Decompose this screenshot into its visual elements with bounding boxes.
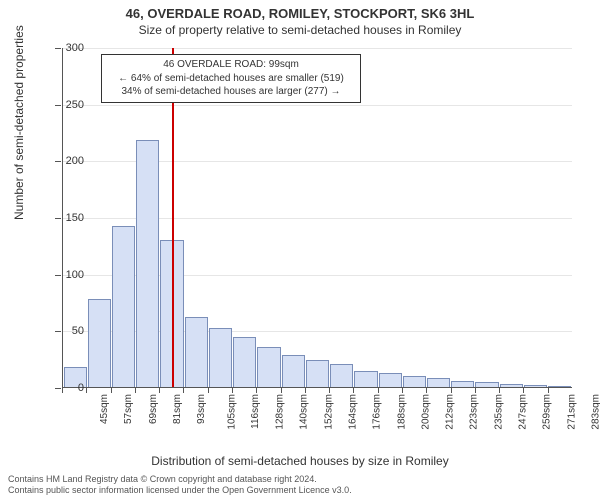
plot-region: 46 OVERDALE ROAD: 99sqm ← 64% of semi-de… (62, 48, 572, 388)
histogram-bar (282, 355, 305, 387)
x-tick-label: 128sqm (275, 394, 286, 430)
x-tick (353, 388, 354, 393)
x-tick (281, 388, 282, 393)
histogram-bar (548, 386, 571, 387)
x-tick-label: 247sqm (518, 394, 529, 430)
x-tick-label: 176sqm (372, 394, 383, 430)
histogram-bar (257, 347, 280, 387)
histogram-bar (451, 381, 474, 387)
y-tick-label: 50 (72, 325, 84, 337)
x-tick (475, 388, 476, 393)
x-tick (159, 388, 160, 393)
y-tick-label: 250 (66, 99, 84, 111)
histogram-bar (233, 337, 256, 387)
annotation-line1: 46 OVERDALE ROAD: 99sqm (108, 58, 354, 72)
y-axis-label: Number of semi-detached properties (12, 25, 26, 220)
annotation-line3: 34% of semi-detached houses are larger (… (108, 85, 354, 99)
histogram-bar (524, 385, 547, 387)
y-tick-label: 200 (66, 155, 84, 167)
y-tick (55, 48, 61, 49)
main-title: 46, OVERDALE ROAD, ROMILEY, STOCKPORT, S… (0, 6, 600, 21)
histogram-bar (379, 373, 402, 387)
x-tick (329, 388, 330, 393)
histogram-bar (88, 299, 111, 387)
x-tick-label: 164sqm (348, 394, 359, 430)
x-tick (86, 388, 87, 393)
y-tick-label: 300 (66, 42, 84, 54)
footer-attribution: Contains HM Land Registry data © Crown c… (8, 474, 352, 496)
annotation-line2: ← 64% of semi-detached houses are smalle… (108, 72, 354, 86)
x-tick-label: 271sqm (566, 394, 577, 430)
histogram-bar (500, 384, 523, 387)
y-tick (55, 218, 61, 219)
x-tick-label: 212sqm (445, 394, 456, 430)
x-tick-label: 81sqm (172, 394, 183, 424)
histogram-bar (403, 376, 426, 387)
x-tick-label: 259sqm (542, 394, 553, 430)
annotation-box: 46 OVERDALE ROAD: 99sqm ← 64% of semi-de… (101, 54, 361, 103)
x-tick-label: 200sqm (420, 394, 431, 430)
x-tick (305, 388, 306, 393)
histogram-chart: 46 OVERDALE ROAD: 99sqm ← 64% of semi-de… (62, 48, 572, 418)
histogram-bar (185, 317, 208, 387)
y-tick (55, 161, 61, 162)
x-tick (256, 388, 257, 393)
y-tick-label: 100 (66, 269, 84, 281)
x-tick (548, 388, 549, 393)
x-tick-label: 235sqm (493, 394, 504, 430)
x-tick-label: 140sqm (299, 394, 310, 430)
y-tick (55, 105, 61, 106)
x-axis-label: Distribution of semi-detached houses by … (0, 454, 600, 468)
subtitle: Size of property relative to semi-detach… (0, 23, 600, 37)
x-tick (402, 388, 403, 393)
x-tick (208, 388, 209, 393)
x-tick-label: 283sqm (590, 394, 600, 430)
footer-line2: Contains public sector information licen… (8, 485, 352, 496)
x-tick (451, 388, 452, 393)
histogram-bar (209, 328, 232, 387)
y-tick (55, 388, 61, 389)
x-tick-label: 45sqm (99, 394, 110, 424)
x-tick (499, 388, 500, 393)
y-tick (55, 331, 61, 332)
x-tick (183, 388, 184, 393)
histogram-bar (306, 360, 329, 387)
x-tick-label: 93sqm (196, 394, 207, 424)
y-tick-label: 0 (78, 382, 84, 394)
histogram-bar (112, 226, 135, 387)
x-tick-label: 152sqm (323, 394, 334, 430)
x-tick (378, 388, 379, 393)
x-tick-label: 188sqm (396, 394, 407, 430)
histogram-bar (330, 364, 353, 387)
y-tick-label: 150 (66, 212, 84, 224)
histogram-bar (354, 371, 377, 387)
x-tick-label: 116sqm (250, 394, 261, 429)
x-tick (135, 388, 136, 393)
x-tick-label: 57sqm (123, 394, 134, 424)
histogram-bar (136, 140, 159, 387)
x-tick (523, 388, 524, 393)
x-tick (426, 388, 427, 393)
histogram-bar (475, 382, 498, 387)
histogram-bar (427, 378, 450, 387)
x-tick (111, 388, 112, 393)
x-tick-label: 105sqm (226, 394, 237, 430)
x-tick (62, 388, 63, 393)
y-tick (55, 275, 61, 276)
x-tick-label: 69sqm (148, 394, 159, 424)
footer-line1: Contains HM Land Registry data © Crown c… (8, 474, 352, 485)
x-tick-label: 223sqm (469, 394, 480, 430)
x-tick (232, 388, 233, 393)
